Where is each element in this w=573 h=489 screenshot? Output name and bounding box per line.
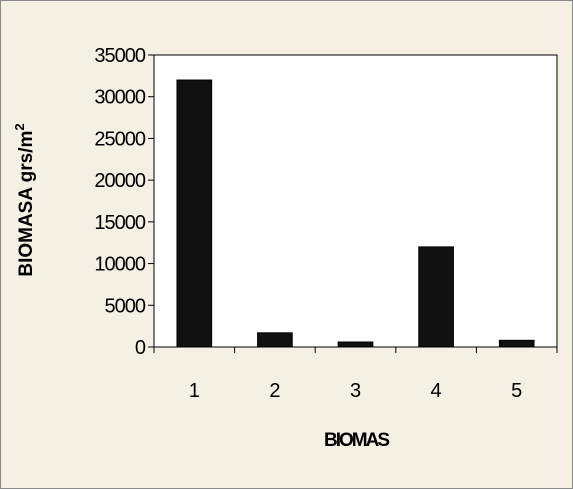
y-tick-label: 35000 bbox=[94, 45, 145, 67]
y-tick-label: 0 bbox=[135, 337, 146, 359]
x-tick-label: 5 bbox=[511, 380, 522, 402]
y-tick-label: 25000 bbox=[94, 128, 145, 150]
bar-5 bbox=[498, 339, 535, 348]
y-tick-label: 30000 bbox=[94, 87, 145, 109]
x-tick-label: 3 bbox=[350, 380, 361, 402]
y-axis-title: BIOMASA grs/m2 bbox=[12, 123, 37, 276]
y-axis-title-main: BIOMASA grs/m bbox=[16, 131, 37, 277]
bar-1 bbox=[176, 79, 213, 348]
y-axis-title-superscript: 2 bbox=[12, 123, 27, 130]
bar-4 bbox=[418, 246, 454, 348]
x-axis: 1 2 3 4 5 bbox=[153, 347, 558, 402]
y-tick-label: 10000 bbox=[94, 254, 145, 276]
x-tick-label: 1 bbox=[189, 380, 200, 402]
bar-2 bbox=[257, 332, 293, 348]
bars bbox=[176, 79, 535, 348]
x-tick-label: 2 bbox=[269, 380, 280, 402]
y-tick-label: 15000 bbox=[94, 212, 145, 234]
y-tick-label: 20000 bbox=[94, 170, 145, 192]
y-tick-label: 5000 bbox=[105, 295, 146, 317]
y-axis: 0 5000 10000 15000 20000 25000 30000 35000 bbox=[94, 45, 154, 359]
plot-area bbox=[153, 54, 558, 348]
x-tick-label: 4 bbox=[431, 380, 442, 402]
bar-3 bbox=[337, 341, 374, 348]
x-axis-title: BIOMAS bbox=[324, 430, 389, 451]
